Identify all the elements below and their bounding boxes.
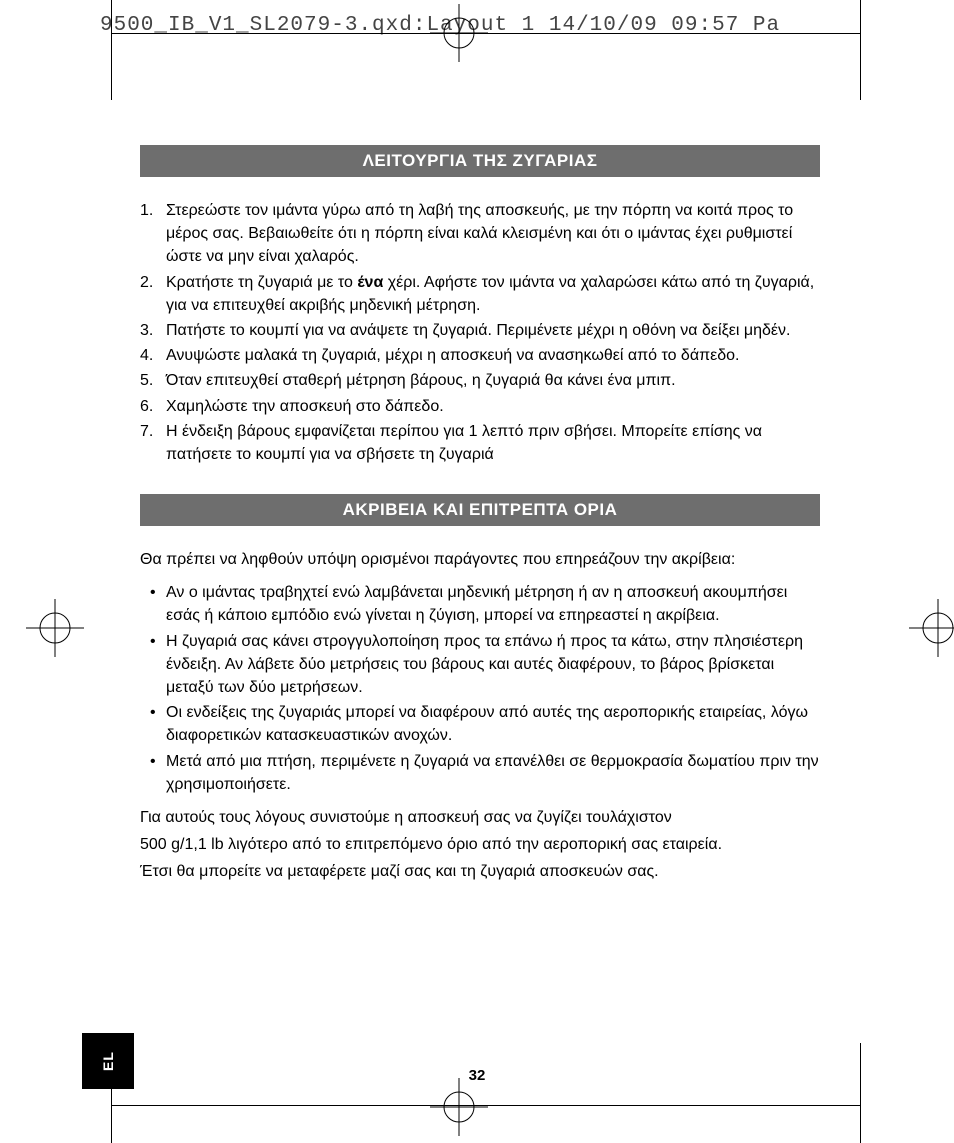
step-text: Ανυψώστε μαλακά τη ζυγαριά, μέχρι η αποσ…	[166, 344, 820, 367]
accuracy-outro-text: Για αυτούς τους λόγους συνιστούμε η αποσ…	[140, 806, 820, 884]
bullet-marker: •	[140, 581, 166, 627]
step-text: Όταν επιτευχθεί σταθερή μέτρηση βάρους, …	[166, 369, 820, 392]
operation-step: 7.Η ένδειξη βάρους εμφανίζεται περίπου γ…	[140, 420, 820, 466]
registration-mark-icon	[430, 1078, 488, 1136]
operation-step: 3.Πατήστε το κουμπί για να ανάψετε τη ζυ…	[140, 319, 820, 342]
step-number: 5.	[140, 369, 166, 392]
bullet-text: Μετά από μια πτήση, περιμένετε η ζυγαριά…	[166, 750, 820, 796]
step-text: Χαμηλώστε την αποσκευή στο δάπεδο.	[166, 395, 820, 418]
step-number: 7.	[140, 420, 166, 466]
step-number: 2.	[140, 271, 166, 317]
step-number: 3.	[140, 319, 166, 342]
bullet-marker: •	[140, 630, 166, 700]
bullet-marker: •	[140, 701, 166, 747]
outro-line: Για αυτούς τους λόγους συνιστούμε η αποσ…	[140, 806, 820, 829]
outro-line: 500 g/1,1 lb λιγότερο από το επιτρεπόμεν…	[140, 833, 820, 856]
accuracy-intro-text: Θα πρέπει να ληφθούν υπόψη ορισμένοι παρ…	[140, 548, 820, 571]
crop-mark-line	[111, 0, 112, 100]
registration-mark-icon	[430, 4, 488, 62]
accuracy-bullet: •Οι ενδείξεις της ζυγαριάς μπορεί να δια…	[140, 701, 820, 747]
operation-step: 6.Χαμηλώστε την αποσκευή στο δάπεδο.	[140, 395, 820, 418]
step-text: Στερεώστε τον ιμάντα γύρω από τη λαβή τη…	[166, 199, 820, 269]
crop-mark-line	[860, 1043, 861, 1143]
language-tab-label: EL	[100, 1051, 116, 1071]
bullet-marker: •	[140, 750, 166, 796]
page-number: 32	[0, 1067, 954, 1084]
bullet-text: Αν ο ιμάντας τραβηχτεί ενώ λαμβάνεται μη…	[166, 581, 820, 627]
accuracy-bullet: •Η ζυγαριά σας κάνει στρογγυλοποίηση προ…	[140, 630, 820, 700]
registration-mark-icon	[26, 599, 84, 657]
registration-mark-icon	[909, 599, 954, 657]
outro-line: Έτσι θα μπορείτε να μεταφέρετε μαζί σας …	[140, 860, 820, 883]
section-heading-accuracy: ΑΚΡΙΒΕΙΑ ΚΑΙ ΕΠΙΤΡΕΠΤΑ ΟΡΙΑ	[140, 494, 820, 526]
accuracy-bullet: •Αν ο ιμάντας τραβηχτεί ενώ λαμβάνεται μ…	[140, 581, 820, 627]
step-number: 1.	[140, 199, 166, 269]
step-number: 6.	[140, 395, 166, 418]
step-text: Η ένδειξη βάρους εμφανίζεται περίπου για…	[166, 420, 820, 466]
operation-step: 5.Όταν επιτευχθεί σταθερή μέτρηση βάρους…	[140, 369, 820, 392]
page-content: ΛΕΙΤΟΥΡΓΙΑ ΤΗΣ ΖΥΓΑΡΙΑΣ 1.Στερεώστε τον …	[140, 145, 820, 888]
step-text: Πατήστε το κουμπί για να ανάψετε τη ζυγα…	[166, 319, 820, 342]
language-tab: EL	[82, 1033, 134, 1089]
operation-step: 1.Στερεώστε τον ιμάντα γύρω από τη λαβή …	[140, 199, 820, 269]
section-heading-operation: ΛΕΙΤΟΥΡΓΙΑ ΤΗΣ ΖΥΓΑΡΙΑΣ	[140, 145, 820, 177]
operation-step: 4.Ανυψώστε μαλακά τη ζυγαριά, μέχρι η απ…	[140, 344, 820, 367]
accuracy-bullet: •Μετά από μια πτήση, περιμένετε η ζυγαρι…	[140, 750, 820, 796]
crop-mark-line	[860, 0, 861, 100]
step-text: Κρατήστε τη ζυγαριά με το ένα χέρι. Αφήσ…	[166, 271, 820, 317]
bullet-text: Οι ενδείξεις της ζυγαριάς μπορεί να διαφ…	[166, 701, 820, 747]
operation-steps-list: 1.Στερεώστε τον ιμάντα γύρω από τη λαβή …	[140, 199, 820, 466]
step-number: 4.	[140, 344, 166, 367]
bullet-text: Η ζυγαριά σας κάνει στρογγυλοποίηση προς…	[166, 630, 820, 700]
accuracy-bullets-list: •Αν ο ιμάντας τραβηχτεί ενώ λαμβάνεται μ…	[140, 581, 820, 796]
operation-step: 2.Κρατήστε τη ζυγαριά με το ένα χέρι. Αφ…	[140, 271, 820, 317]
